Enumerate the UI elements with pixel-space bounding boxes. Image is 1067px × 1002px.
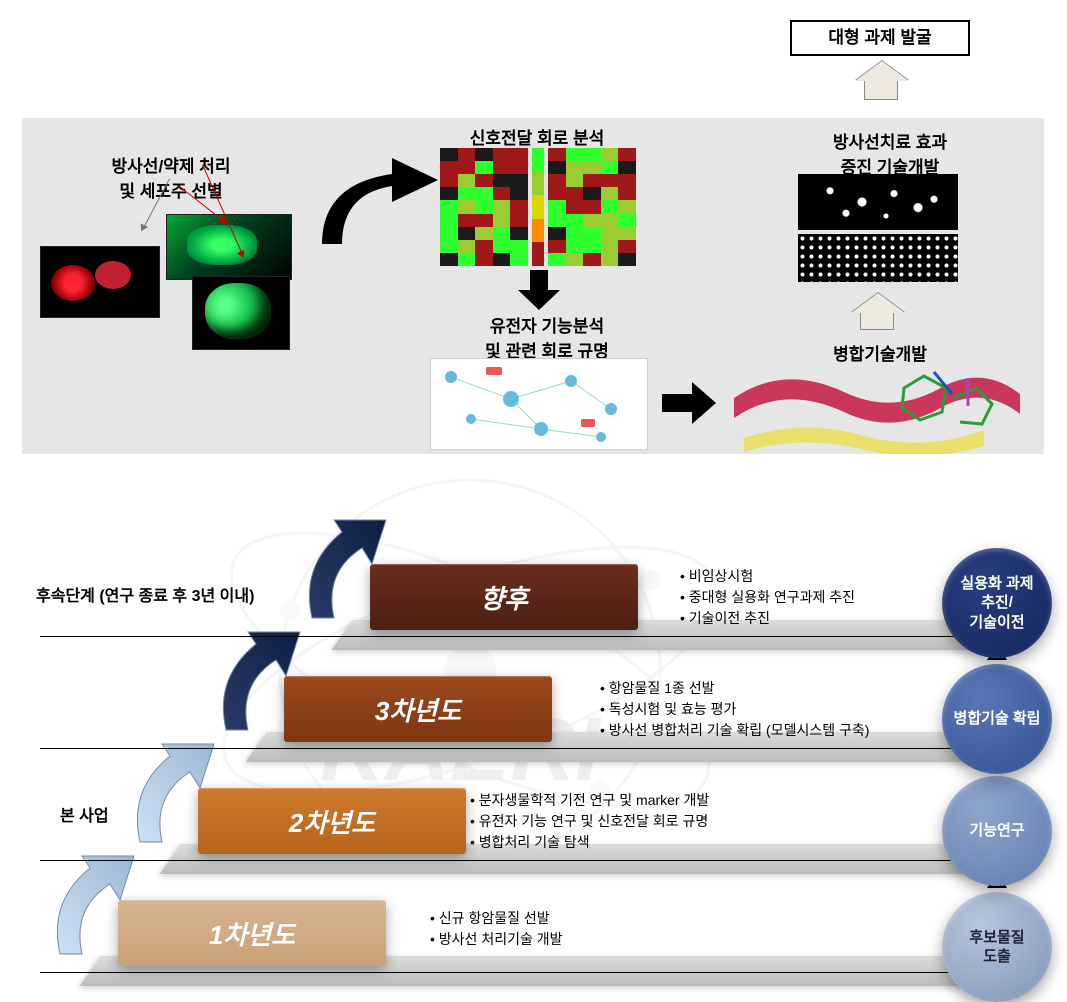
divider-y2 [40, 860, 1037, 861]
divider-future [40, 636, 1037, 637]
circle-3: 실용화 과제 추진/ 기술이전 [942, 548, 1052, 658]
curve-arrow-future [294, 506, 404, 626]
arrow-combo-up [860, 310, 894, 330]
step-block-y2: 2차년도 [198, 788, 466, 854]
arrow-cells-to-heatmap [302, 144, 452, 254]
bullets-y3: 항암물질 1종 선발독성시험 및 효능 평가방사선 병합처리 기술 확립 (모델… [600, 678, 869, 741]
pathway-diagram [430, 358, 648, 450]
divider-y3 [40, 748, 1037, 749]
arrow-heatmap-down [516, 268, 562, 312]
cell-image-green-2 [192, 276, 290, 350]
step-block-y3: 3차년도 [284, 676, 552, 742]
arrow-up-to-title [864, 78, 898, 100]
step-block-y1: 1차년도 [118, 900, 386, 966]
label-cells: 방사선/약제 처리 및 세포주 선별 [66, 152, 276, 202]
step-block-future: 향후 [370, 564, 638, 630]
dots-sparse [798, 174, 958, 230]
dots-dense [798, 234, 958, 282]
stage-label-followup: 후속단계 (연구 종료 후 3년 이내) [36, 582, 254, 606]
workflow-panel: 방사선/약제 처리 및 세포주 선별 신호전달 회로 분석 유전자 기능분석 및… [22, 118, 1044, 454]
heatmap-scale [532, 148, 544, 266]
divider-y1 [40, 972, 1037, 973]
circle-1: 기능연구 [942, 776, 1052, 886]
arrow-gene-to-combo [660, 380, 718, 426]
bullets-y2: 분자생물학적 기전 연구 및 marker 개발유전자 기능 연구 및 신호전달… [470, 790, 709, 853]
top-title-box: 대형 과제 발굴 [790, 20, 970, 56]
heatmap-right [548, 148, 636, 266]
protein-ribbon [724, 358, 1024, 454]
circle-2: 병합기술 확립 [942, 664, 1052, 774]
heatmap-left [440, 148, 528, 266]
cell-image-red [40, 246, 160, 318]
label-heatmap: 신호전달 회로 분석 [452, 124, 622, 149]
label-gene: 유전자 기능분석 및 관련 회로 규명 [452, 312, 642, 362]
bullets-future: 비임상시험중대형 실용화 연구과제 추진기술이전 추진 [680, 566, 855, 629]
circle-0: 후보물질 도출 [942, 892, 1052, 1002]
label-effect: 방사선치료 효과 증진 기술개발 [800, 128, 980, 178]
bullets-y1: 신규 항암물질 선발방사선 처리기술 개발 [430, 908, 563, 950]
stage-label-main: 본 사업 [60, 802, 109, 826]
